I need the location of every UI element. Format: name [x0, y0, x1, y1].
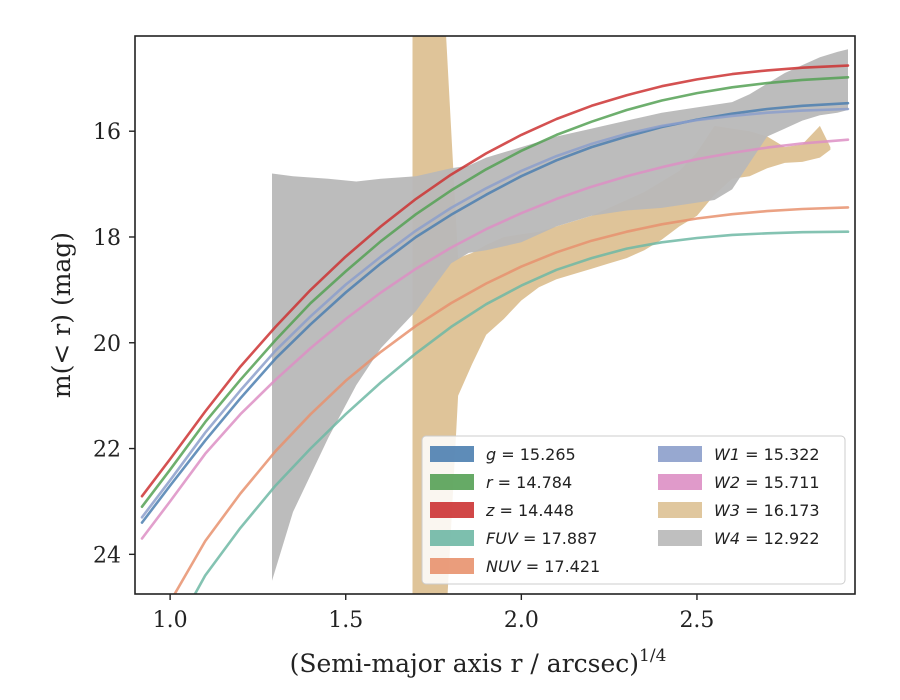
x-tick-label: 2.5	[679, 608, 714, 633]
x-tick-label: 2.0	[504, 608, 539, 633]
y-tick-label: 16	[93, 120, 121, 145]
legend-swatch-w3	[658, 502, 702, 518]
legend-variable: r	[486, 473, 494, 492]
y-tick-label: 18	[93, 226, 121, 251]
curve-w1	[140, 107, 850, 519]
legend-variable: W1	[714, 445, 740, 464]
y-axis-title: m(< r) (mag)	[47, 232, 76, 398]
y-tick-label: 22	[93, 438, 121, 463]
legend-value: = 12.922	[740, 529, 820, 548]
legend-label-nuv: NUV = 17.421	[486, 557, 600, 576]
legend-swatch-g	[430, 446, 474, 462]
legend-swatch-w4	[658, 530, 702, 546]
band-w4	[272, 49, 848, 581]
x-tick-label: 1.0	[153, 608, 188, 633]
legend-variable: FUV	[486, 529, 519, 548]
legend-label-r: r = 14.784	[486, 473, 572, 492]
legend-variable: W2	[714, 473, 740, 492]
curve-fuv	[193, 230, 850, 594]
y-tick-label: 24	[93, 543, 121, 568]
legend-variable: W4	[714, 529, 740, 548]
legend-variable: W3	[714, 501, 740, 520]
legend-value: = 16.173	[740, 501, 820, 520]
legend-label-w2: W2 = 15.711	[714, 473, 820, 492]
x-axis-title-exponent: 1/4	[639, 646, 666, 666]
legend-swatch-z	[430, 502, 474, 518]
legend-value: = 15.322	[740, 445, 820, 464]
curve-z	[140, 64, 850, 498]
legend-value: = 15.711	[740, 473, 820, 492]
legend-label-w4: W4 = 12.922	[714, 529, 820, 548]
curve-r	[140, 76, 850, 508]
legend-value: = 15.265	[496, 445, 576, 464]
legend-variable: g	[486, 445, 496, 464]
y-tick-label: 20	[93, 332, 121, 357]
legend-value: = 14.784	[493, 473, 573, 492]
legend-swatch-w1	[658, 446, 702, 462]
curve-g	[140, 101, 850, 524]
legend-label-w3: W3 = 16.173	[714, 501, 820, 520]
legend-value: = 14.448	[494, 501, 574, 520]
legend-box	[421, 435, 846, 585]
curve-w2	[140, 138, 850, 540]
legend-swatch-fuv	[430, 530, 474, 546]
legend-variable: z	[485, 501, 495, 520]
plot-frame	[134, 35, 856, 595]
x-tick-label: 1.5	[328, 608, 363, 633]
legend-value: = 17.421	[521, 557, 601, 576]
legend-label-fuv: FUV = 17.887	[486, 529, 597, 548]
legend-swatch-w2	[658, 474, 702, 490]
legend-label-z: z = 14.448	[485, 501, 574, 520]
band-layer	[272, 36, 848, 594]
legend-variable: NUV	[486, 557, 522, 576]
legend-label-w1: W1 = 15.322	[714, 445, 820, 464]
x-axis-title-text: (Semi-major axis r / arcsec)	[290, 649, 639, 678]
x-axis-title: (Semi-major axis r / arcsec)1/4	[290, 646, 667, 678]
curve-layer	[140, 64, 850, 594]
x-axis: 1.0 1.5 2.0 2.5	[153, 594, 714, 633]
legend-label-g: g = 15.265	[486, 445, 576, 464]
legend-value: = 17.887	[518, 529, 598, 548]
legend-swatch-nuv	[430, 558, 474, 574]
y-axis: 16 18 20 22 24	[93, 120, 135, 568]
legend-swatch-r	[430, 474, 474, 490]
curve-nuv	[173, 206, 850, 594]
